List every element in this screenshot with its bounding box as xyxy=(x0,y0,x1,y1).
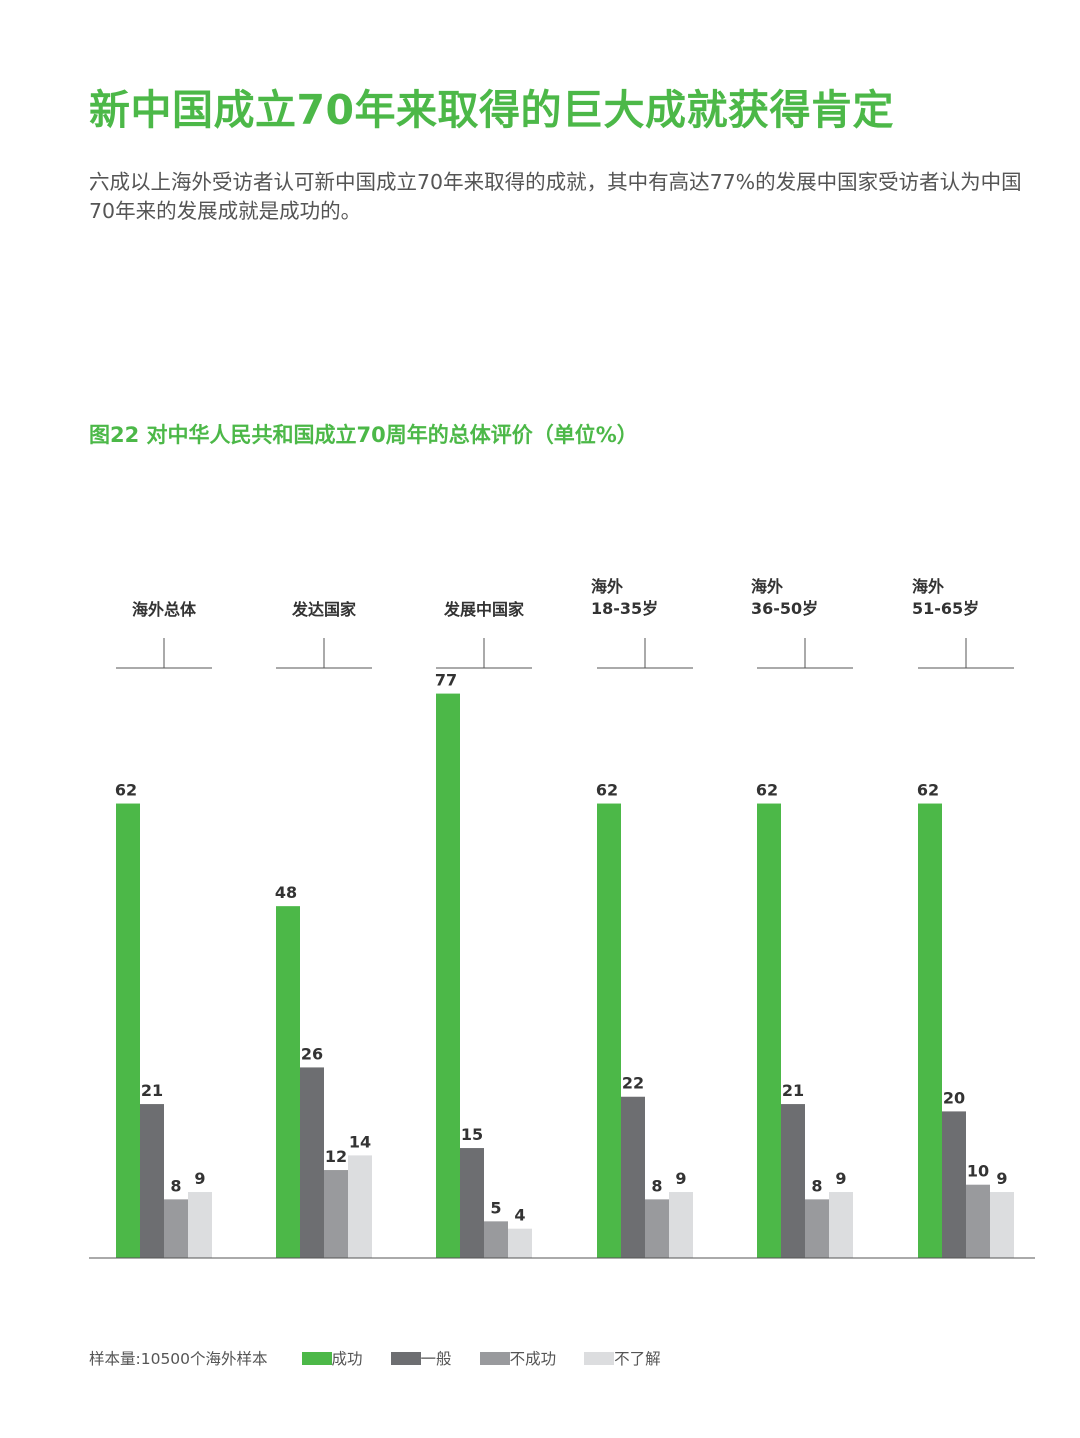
data-label: 26 xyxy=(301,1044,323,1063)
category-label: 海外 xyxy=(591,577,623,596)
bar xyxy=(781,1104,805,1258)
sample-size-note: 样本量:10500个海外样本 xyxy=(89,1350,268,1368)
legend-label-unknown: 不了解 xyxy=(614,1350,661,1368)
data-label: 20 xyxy=(943,1088,965,1107)
bar xyxy=(669,1192,693,1258)
legend-item-success: 成功 xyxy=(301,1347,363,1369)
data-label: 62 xyxy=(756,781,778,800)
bar xyxy=(324,1170,348,1258)
bar xyxy=(990,1192,1014,1258)
bar xyxy=(829,1192,853,1258)
page-headline: 新中国成立70年来取得的巨大成就获得肯定 xyxy=(89,86,895,134)
data-label: 4 xyxy=(514,1206,525,1225)
legend-label-unsuccessful: 不成功 xyxy=(509,1350,557,1368)
data-label: 8 xyxy=(651,1176,662,1195)
bar xyxy=(757,803,781,1258)
bar xyxy=(484,1221,508,1258)
bar xyxy=(621,1096,645,1258)
category-label: 海外 xyxy=(751,577,783,596)
data-label: 9 xyxy=(194,1169,205,1188)
legend-swatch-success xyxy=(301,1351,332,1365)
data-label: 15 xyxy=(461,1125,483,1144)
category-label: 海外总体 xyxy=(132,600,197,619)
data-label: 9 xyxy=(835,1169,846,1188)
data-label: 14 xyxy=(349,1132,371,1151)
data-label: 62 xyxy=(596,781,618,800)
legend-label-average: 一般 xyxy=(420,1350,452,1368)
category-label: 发展中国家 xyxy=(443,600,525,619)
data-label: 77 xyxy=(435,671,457,690)
bar xyxy=(276,906,300,1258)
bar xyxy=(436,693,460,1258)
category-label: 发达国家 xyxy=(291,600,357,619)
bar xyxy=(597,803,621,1258)
data-label: 62 xyxy=(115,781,137,800)
data-label: 62 xyxy=(917,781,939,800)
legend-swatch-unknown xyxy=(584,1351,615,1365)
bar xyxy=(966,1184,990,1258)
data-label: 21 xyxy=(141,1081,163,1100)
data-label: 9 xyxy=(996,1169,1007,1188)
data-label: 21 xyxy=(782,1081,804,1100)
legend-item-average: 一般 xyxy=(390,1347,452,1369)
legend-item-unknown: 不了解 xyxy=(584,1347,661,1369)
bar xyxy=(348,1155,372,1258)
data-label: 22 xyxy=(622,1074,644,1093)
bar xyxy=(918,803,942,1258)
chart-footer: 样本量:10500个海外样本 成功 一般 不成功 不了解 xyxy=(89,1346,689,1370)
category-label: 36-50岁 xyxy=(751,599,818,618)
data-label: 10 xyxy=(967,1162,989,1181)
bar xyxy=(116,803,140,1258)
legend-swatch-average xyxy=(390,1351,421,1365)
bar xyxy=(300,1067,324,1258)
legend-label-success: 成功 xyxy=(331,1350,363,1368)
data-label: 8 xyxy=(170,1176,181,1195)
data-label: 48 xyxy=(275,883,297,902)
intro-paragraph: 六成以上海外受访者认可新中国成立70年来取得的成就，其中有高达77%的发展中国家… xyxy=(89,170,1022,223)
data-label: 12 xyxy=(325,1147,347,1166)
category-label: 51-65岁 xyxy=(912,599,979,618)
data-label: 8 xyxy=(811,1176,822,1195)
legend-swatch-unsuccessful xyxy=(479,1351,510,1365)
data-label: 5 xyxy=(490,1198,501,1217)
figure-title: 图22 对中华人民共和国成立70周年的总体评价（单位%） xyxy=(89,423,638,447)
legend-item-unsuccessful: 不成功 xyxy=(479,1347,557,1369)
bar xyxy=(460,1148,484,1258)
category-label: 18-35岁 xyxy=(591,599,658,618)
bar xyxy=(164,1199,188,1258)
bar xyxy=(942,1111,966,1258)
category-label: 海外 xyxy=(912,577,944,596)
bar xyxy=(140,1104,164,1258)
bar xyxy=(188,1192,212,1258)
bar xyxy=(805,1199,829,1258)
bar xyxy=(508,1228,532,1258)
data-label: 9 xyxy=(675,1169,686,1188)
bar xyxy=(645,1199,669,1258)
